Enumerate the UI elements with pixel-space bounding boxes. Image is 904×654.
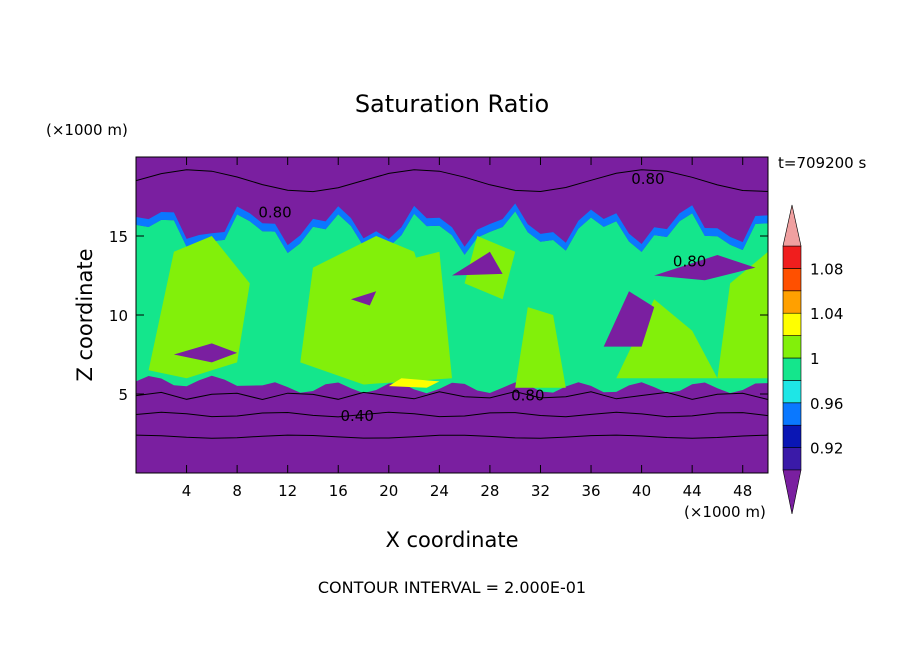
colorbar-tick-label: 1 bbox=[810, 350, 820, 368]
contour-label: 0.80 bbox=[511, 387, 544, 405]
high-saturation-streak bbox=[388, 378, 440, 388]
x-unit-label: (×1000 m) bbox=[684, 503, 766, 521]
colorbar-band bbox=[782, 290, 802, 314]
colorbar-tick-label: 1.08 bbox=[810, 260, 843, 278]
x-tick-label: 16 bbox=[329, 482, 348, 500]
x-tick-label: 24 bbox=[430, 482, 449, 500]
y-tick-label: 10 bbox=[109, 307, 128, 325]
colorbar-band bbox=[782, 447, 802, 471]
x-tick-label: 40 bbox=[632, 482, 651, 500]
supersaturated-blob bbox=[148, 236, 250, 379]
chart-title: Saturation Ratio bbox=[355, 90, 549, 118]
moist-region bbox=[136, 211, 768, 394]
contour-lines bbox=[136, 169, 768, 439]
supersaturated-blob bbox=[717, 251, 768, 379]
y-unit-label: (×1000 m) bbox=[46, 121, 128, 139]
colorbar-band bbox=[782, 268, 802, 292]
supersaturated-blob bbox=[363, 251, 452, 385]
y-tick-label: 15 bbox=[109, 228, 128, 246]
dry-intrusion bbox=[452, 251, 503, 276]
x-tick-label: 28 bbox=[480, 482, 499, 500]
x-tick-label: 4 bbox=[182, 482, 192, 500]
supersaturated-blob bbox=[515, 307, 566, 388]
colorbar-band bbox=[782, 312, 802, 336]
y-axis-label: Z coordinate bbox=[73, 248, 97, 381]
upper-fringe bbox=[136, 203, 768, 255]
contour-line bbox=[136, 169, 768, 193]
colorbar-tick-label: 1.04 bbox=[810, 305, 843, 323]
contour-line bbox=[136, 391, 768, 401]
colorbar-band bbox=[782, 424, 802, 448]
contour-interval-note: CONTOUR INTERVAL = 2.000E-01 bbox=[318, 578, 586, 597]
x-tick-label: 32 bbox=[531, 482, 550, 500]
colorbar-under-arrow bbox=[782, 469, 802, 515]
colorbar-tick-label: 0.96 bbox=[810, 395, 843, 413]
x-tick-label: 48 bbox=[733, 482, 752, 500]
y-tick-label: 5 bbox=[118, 386, 128, 404]
y-axis-ticks: 5 10 15 bbox=[109, 228, 768, 404]
colorbar-band bbox=[782, 335, 802, 359]
x-tick-label: 8 bbox=[232, 482, 242, 500]
contour-label: 0.80 bbox=[258, 203, 291, 221]
contour-fields bbox=[136, 203, 768, 394]
contour-label: 0.80 bbox=[631, 170, 664, 188]
colorbar-band bbox=[782, 357, 802, 381]
dry-intrusion bbox=[350, 291, 377, 306]
x-tick-label: 44 bbox=[683, 482, 702, 500]
contour-line bbox=[136, 411, 768, 418]
contour-labels: 0.80 0.80 0.80 0.40 0.80 bbox=[258, 170, 706, 425]
dry-intrusion bbox=[654, 255, 756, 281]
contour-label: 0.40 bbox=[340, 407, 373, 425]
x-tick-label: 20 bbox=[379, 482, 398, 500]
dry-intrusion bbox=[603, 291, 655, 347]
x-tick-label: 36 bbox=[581, 482, 600, 500]
x-tick-label: 12 bbox=[278, 482, 297, 500]
x-axis-label: X coordinate bbox=[385, 528, 518, 552]
time-label: t=709200 s bbox=[778, 154, 866, 172]
plot-area bbox=[136, 157, 768, 473]
colorbar-tick-label: 0.92 bbox=[810, 440, 843, 458]
colorbar-band bbox=[782, 402, 802, 426]
contour-line bbox=[136, 434, 768, 439]
contour-label: 0.80 bbox=[673, 252, 706, 270]
dry-intrusion bbox=[173, 343, 238, 363]
colorbar-band bbox=[782, 380, 802, 404]
colorbar-band bbox=[782, 245, 802, 269]
colorbar: 0.92 0.96 1 1.04 1.08 bbox=[782, 204, 843, 515]
x-axis-ticks: 4 8 12 16 20 24 28 32 36 40 44 48 bbox=[182, 157, 752, 500]
supersaturated-blob bbox=[616, 299, 718, 379]
colorbar-over-arrow bbox=[782, 204, 802, 247]
